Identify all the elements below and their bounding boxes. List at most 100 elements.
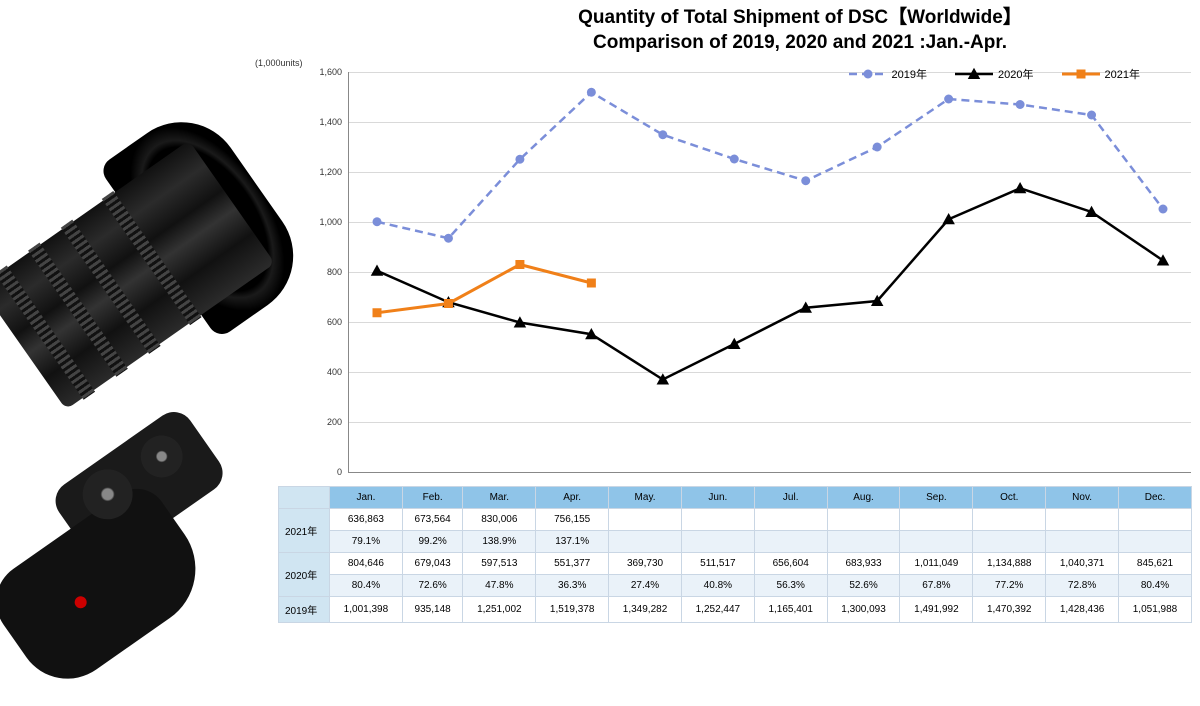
y-tick-label: 0 [312,467,342,477]
table-cell: 1,252,447 [681,597,754,623]
table-cell: 1,051,988 [1119,597,1192,623]
table-cell: 845,621 [1119,553,1192,575]
series-marker [587,88,596,97]
table-cell [973,509,1046,531]
table-col-header: Jun. [681,487,754,509]
table-corner [279,487,330,509]
table-cell: 1,428,436 [1046,597,1119,623]
table-row: 2021年636,863673,564830,006756,155 [279,509,1192,531]
table-cell: 1,519,378 [536,597,609,623]
table-cell: 683,933 [827,553,900,575]
table-cell: 1,001,398 [330,597,403,623]
table-col-header: Mar. [463,487,536,509]
camera-photo [0,100,300,650]
table-col-header: Jan. [330,487,403,509]
table-cell: 804,646 [330,553,403,575]
table-cell [754,509,827,531]
table-cell: 72.8% [1046,575,1119,597]
table-row: 2020年804,646679,043597,513551,377369,730… [279,553,1192,575]
table-col-header: Apr. [536,487,609,509]
legend-item: 2021年 [1062,66,1140,82]
table-cell: 52.6% [827,575,900,597]
table-cell: 597,513 [463,553,536,575]
table-cell [1046,509,1119,531]
chart-legend: 2019年 2020年 2021年 [849,66,1140,82]
table-cell: 935,148 [402,597,463,623]
y-tick-label: 600 [312,317,342,327]
table-cell: 36.3% [536,575,609,597]
table-row: 2019年1,001,398935,1481,251,0021,519,3781… [279,597,1192,623]
y-tick-label: 1,000 [312,217,342,227]
title-line2: Comparison of 2019, 2020 and 2021 :Jan.-… [420,31,1180,56]
series-marker [515,260,524,269]
table-cell [900,509,973,531]
table-cell: 679,043 [402,553,463,575]
series-marker [587,279,596,288]
y-tick-label: 800 [312,267,342,277]
table-col-header: Oct. [973,487,1046,509]
table-cell: 137.1% [536,531,609,553]
series-marker [373,308,382,317]
series-line [377,188,1163,379]
table-cell: 830,006 [463,509,536,531]
table-cell: 1,470,392 [973,597,1046,623]
table-cell: 551,377 [536,553,609,575]
series-marker [444,299,453,308]
series-line [377,265,591,313]
table-cell [754,531,827,553]
plot-area [348,72,1191,473]
table-cell: 1,134,888 [973,553,1046,575]
table-cell [609,509,682,531]
legend-item: 2020年 [955,66,1033,82]
table-cell: 138.9% [463,531,536,553]
table-cell: 67.8% [900,575,973,597]
series-marker [944,95,953,104]
series-marker [1087,111,1096,120]
title-line1: Quantity of Total Shipment of DSC【Worldw… [420,6,1180,31]
table-cell: 27.4% [609,575,682,597]
series-marker [1014,182,1026,193]
series-marker [1157,254,1170,265]
legend-label: 2019年 [892,66,927,82]
table-cell [609,531,682,553]
table-cell: 1,251,002 [463,597,536,623]
table-cell: 673,564 [402,509,463,531]
table-cell: 756,155 [536,509,609,531]
table-cell: 369,730 [609,553,682,575]
table-cell: 1,040,371 [1046,553,1119,575]
table-cell: 1,349,282 [609,597,682,623]
table-col-header: Dec. [1119,487,1192,509]
table-cell: 79.1% [330,531,403,553]
table-col-header: May. [609,487,682,509]
table-cell: 47.8% [463,575,536,597]
series-marker [657,373,670,384]
table-row: 79.1%99.2%138.9%137.1% [279,531,1192,553]
table-row-header: 2019年 [279,597,330,623]
camera-body [0,394,274,706]
chart-title: Quantity of Total Shipment of DSC【Worldw… [420,6,1180,55]
data-table: Jan.Feb.Mar.Apr.May.Jun.Jul.Aug.Sep.Oct.… [278,486,1192,623]
table-cell: 99.2% [402,531,463,553]
series-marker [1016,100,1025,109]
y-tick-label: 1,400 [312,117,342,127]
series-line [377,92,1163,238]
series-marker [1159,205,1168,214]
table-cell: 72.6% [402,575,463,597]
y-tick-label: 400 [312,367,342,377]
table-cell [827,531,900,553]
series-marker [444,234,453,243]
table-cell: 1,165,401 [754,597,827,623]
table-cell: 80.4% [1119,575,1192,597]
series-marker [515,155,524,164]
table-row-header: 2021年 [279,509,330,553]
table-cell: 636,863 [330,509,403,531]
y-tick-label: 1,600 [312,67,342,77]
y-tick-label: 200 [312,417,342,427]
table-cell: 1,491,992 [900,597,973,623]
series-marker [728,338,741,349]
legend-label: 2021年 [1105,66,1140,82]
table-cell [681,509,754,531]
legend-item: 2019年 [849,66,927,82]
table-cell [1119,509,1192,531]
y-axis-unit-label: (1,000units) [255,58,303,68]
